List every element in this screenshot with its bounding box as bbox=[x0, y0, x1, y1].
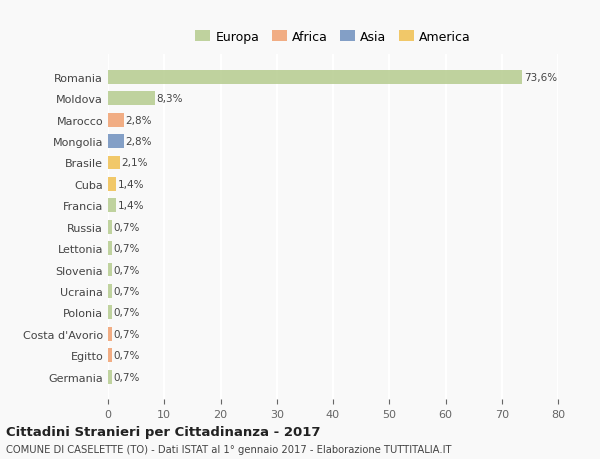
Text: Cittadini Stranieri per Cittadinanza - 2017: Cittadini Stranieri per Cittadinanza - 2… bbox=[6, 425, 320, 438]
Text: 0,7%: 0,7% bbox=[113, 308, 140, 318]
Bar bbox=[108, 113, 124, 127]
Bar bbox=[108, 199, 116, 213]
Legend: Europa, Africa, Asia, America: Europa, Africa, Asia, America bbox=[191, 27, 475, 47]
Text: 2,8%: 2,8% bbox=[125, 115, 152, 125]
Bar bbox=[108, 220, 112, 234]
Text: 0,7%: 0,7% bbox=[113, 372, 140, 382]
Bar bbox=[108, 306, 112, 319]
Text: 2,8%: 2,8% bbox=[125, 137, 152, 147]
Text: 1,4%: 1,4% bbox=[118, 201, 144, 211]
Bar bbox=[108, 178, 116, 191]
Text: 1,4%: 1,4% bbox=[118, 179, 144, 190]
Text: COMUNE DI CASELETTE (TO) - Dati ISTAT al 1° gennaio 2017 - Elaborazione TUTTITAL: COMUNE DI CASELETTE (TO) - Dati ISTAT al… bbox=[6, 444, 452, 454]
Text: 0,7%: 0,7% bbox=[113, 265, 140, 275]
Text: 8,3%: 8,3% bbox=[157, 94, 183, 104]
Bar bbox=[108, 370, 112, 384]
Text: 0,7%: 0,7% bbox=[113, 244, 140, 253]
Text: 2,1%: 2,1% bbox=[121, 158, 148, 168]
Bar bbox=[108, 263, 112, 277]
Bar bbox=[108, 92, 155, 106]
Bar bbox=[108, 71, 522, 84]
Bar bbox=[108, 156, 120, 170]
Text: 73,6%: 73,6% bbox=[524, 73, 557, 83]
Text: 0,7%: 0,7% bbox=[113, 222, 140, 232]
Bar bbox=[108, 241, 112, 256]
Bar bbox=[108, 327, 112, 341]
Bar bbox=[108, 348, 112, 362]
Text: 0,7%: 0,7% bbox=[113, 350, 140, 360]
Bar bbox=[108, 135, 124, 149]
Bar bbox=[108, 284, 112, 298]
Text: 0,7%: 0,7% bbox=[113, 329, 140, 339]
Text: 0,7%: 0,7% bbox=[113, 286, 140, 296]
